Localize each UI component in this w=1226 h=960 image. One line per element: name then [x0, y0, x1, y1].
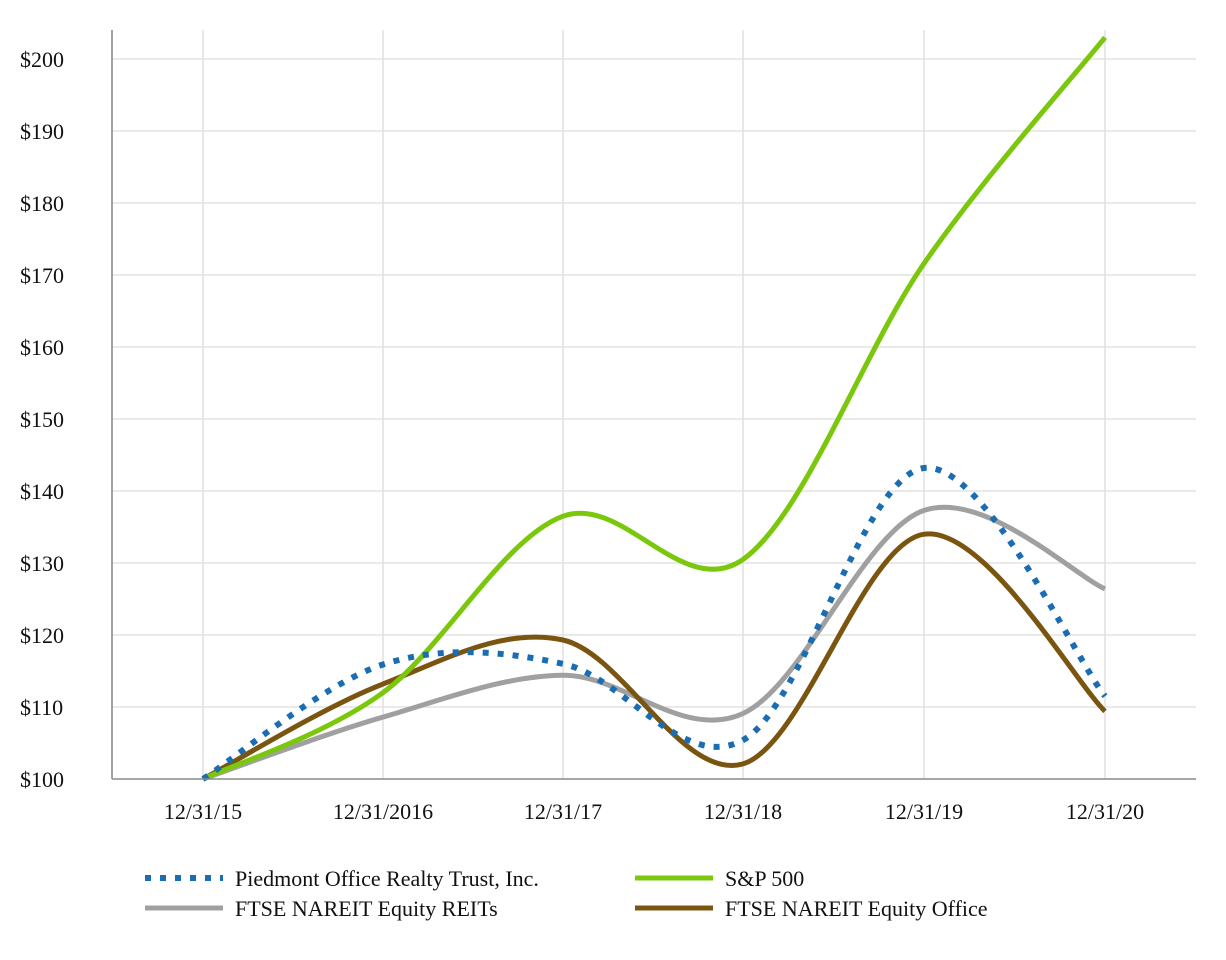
y-tick-label: $140 [20, 479, 64, 504]
x-axis-ticks: 12/31/15 12/31/2016 12/31/17 12/31/18 12/31/… [164, 799, 1144, 824]
y-tick-label: $200 [20, 47, 64, 72]
legend-piedmont: Piedmont Office Realty Trust, Inc. [145, 866, 539, 891]
x-tick-label: 12/31/15 [164, 799, 242, 824]
legend-sp500: S&P 500 [635, 866, 804, 891]
y-axis-ticks: $100 $110 $120 $130 $140 $150 $160 $170 $180 $190… [20, 47, 64, 792]
grid-lines [112, 30, 1196, 779]
y-tick-label: $160 [20, 335, 64, 360]
y-tick-label: $180 [20, 191, 64, 216]
series-lines [201, 35, 1108, 782]
legend-label: FTSE NAREIT Equity REITs [235, 896, 498, 921]
legend-office: FTSE NAREIT Equity Office [635, 896, 988, 921]
legend: Piedmont Office Realty Trust, Inc. S&P 50… [145, 866, 988, 921]
x-tick-label: 12/31/19 [885, 799, 963, 824]
office-series-line [201, 531, 1107, 782]
x-tick-label: 12/31/20 [1066, 799, 1144, 824]
y-tick-label: $130 [20, 551, 64, 576]
legend-reits: FTSE NAREIT Equity REITs [145, 896, 498, 921]
y-tick-label: $190 [20, 119, 64, 144]
x-tick-label: 12/31/18 [704, 799, 782, 824]
y-tick-label: $150 [20, 407, 64, 432]
y-tick-label: $110 [20, 695, 63, 720]
legend-label: FTSE NAREIT Equity Office [725, 896, 988, 921]
legend-label: S&P 500 [725, 866, 804, 891]
sp500-series-line [201, 35, 1107, 782]
x-tick-label: 12/31/2016 [333, 799, 433, 824]
legend-label: Piedmont Office Realty Trust, Inc. [235, 866, 539, 891]
y-tick-label: $120 [20, 623, 64, 648]
y-tick-label: $100 [20, 767, 64, 792]
reits-series-line [202, 504, 1107, 782]
axes [111, 30, 1196, 780]
x-tick-label: 12/31/17 [524, 799, 602, 824]
y-tick-label: $170 [20, 263, 64, 288]
